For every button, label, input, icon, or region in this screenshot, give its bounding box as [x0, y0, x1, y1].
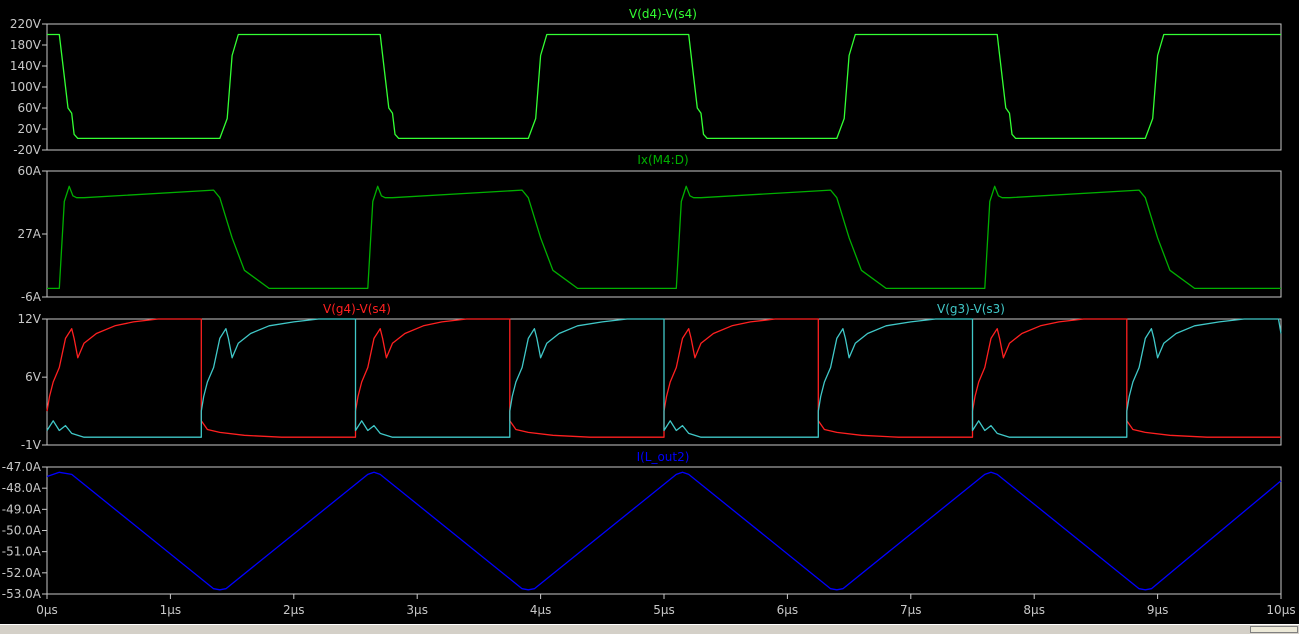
x-tick-label: 9µs [1147, 603, 1169, 617]
trace-label[interactable]: I(L_out2) [637, 450, 690, 464]
x-tick-label: 6µs [777, 603, 799, 617]
y-tick-label: -47.0A [2, 460, 42, 474]
y-tick-label: -53.0A [2, 587, 42, 601]
x-tick-label: 4µs [530, 603, 552, 617]
horizontal-scrollbar[interactable] [0, 624, 1299, 634]
y-tick-label: 27A [18, 227, 42, 241]
y-tick-label: -1V [21, 438, 42, 452]
series-line [46, 318, 1282, 438]
x-tick-label: 3µs [406, 603, 428, 617]
y-tick-label: -20V [13, 143, 42, 157]
series-line [46, 471, 1282, 591]
y-tick-label: -52.0A [2, 566, 42, 580]
trace-label[interactable]: V(d4)-V(s4) [629, 7, 697, 21]
y-tick-label: 20V [18, 122, 42, 136]
trace-label[interactable]: V(g3)-V(s3) [937, 302, 1005, 316]
x-tick-label: 2µs [283, 603, 305, 617]
x-tick-label: 5µs [653, 603, 675, 617]
y-tick-label: -51.0A [2, 545, 42, 559]
y-tick-label: 100V [10, 80, 42, 94]
y-tick-label: 60V [18, 101, 42, 115]
x-tick-label: 7µs [900, 603, 922, 617]
y-tick-label: 140V [10, 59, 42, 73]
y-tick-label: -49.0A [2, 502, 42, 516]
y-tick-label: -6A [21, 290, 42, 304]
series-line [47, 185, 1281, 290]
x-tick-label: 0µs [36, 603, 58, 617]
trace-label[interactable]: Ix(M4:D) [637, 153, 688, 167]
trace-label[interactable]: V(g4)-V(s4) [323, 302, 391, 316]
series-line [47, 33, 1281, 140]
y-tick-label: 220V [10, 17, 42, 31]
scrollbar-thumb[interactable] [1250, 626, 1298, 633]
y-tick-label: 60A [18, 164, 42, 178]
x-tick-label: 1µs [160, 603, 182, 617]
y-tick-label: -50.0A [2, 524, 42, 538]
y-tick-label: 12V [18, 312, 42, 326]
y-tick-label: 180V [10, 38, 42, 52]
y-tick-label: -48.0A [2, 481, 42, 495]
y-tick-label: 6V [25, 370, 42, 384]
x-tick-label: 10µs [1266, 603, 1295, 617]
x-tick-label: 8µs [1023, 603, 1045, 617]
